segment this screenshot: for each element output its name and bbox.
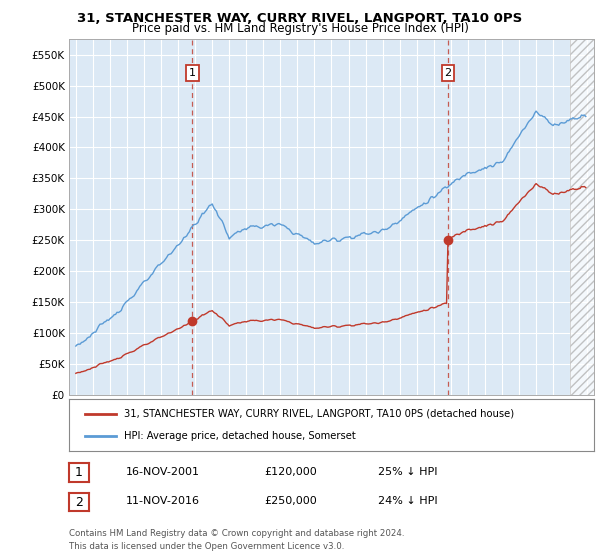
Text: 2: 2 (445, 68, 452, 78)
Text: 1: 1 (189, 68, 196, 78)
Text: 1: 1 (75, 466, 83, 479)
Text: 24% ↓ HPI: 24% ↓ HPI (378, 496, 437, 506)
Text: 11-NOV-2016: 11-NOV-2016 (126, 496, 200, 506)
Text: This data is licensed under the Open Government Licence v3.0.: This data is licensed under the Open Gov… (69, 542, 344, 551)
Text: 16-NOV-2001: 16-NOV-2001 (126, 466, 200, 477)
Text: £250,000: £250,000 (264, 496, 317, 506)
Text: 2: 2 (75, 496, 83, 508)
Bar (570, 39, 596, 395)
Text: 31, STANCHESTER WAY, CURRY RIVEL, LANGPORT, TA10 0PS (detached house): 31, STANCHESTER WAY, CURRY RIVEL, LANGPO… (124, 409, 514, 419)
Bar (570, 39, 596, 395)
Text: £120,000: £120,000 (264, 466, 317, 477)
Text: HPI: Average price, detached house, Somerset: HPI: Average price, detached house, Some… (124, 431, 356, 441)
Text: Contains HM Land Registry data © Crown copyright and database right 2024.: Contains HM Land Registry data © Crown c… (69, 529, 404, 538)
Text: 31, STANCHESTER WAY, CURRY RIVEL, LANGPORT, TA10 0PS: 31, STANCHESTER WAY, CURRY RIVEL, LANGPO… (77, 12, 523, 25)
Text: 25% ↓ HPI: 25% ↓ HPI (378, 466, 437, 477)
Text: Price paid vs. HM Land Registry's House Price Index (HPI): Price paid vs. HM Land Registry's House … (131, 22, 469, 35)
